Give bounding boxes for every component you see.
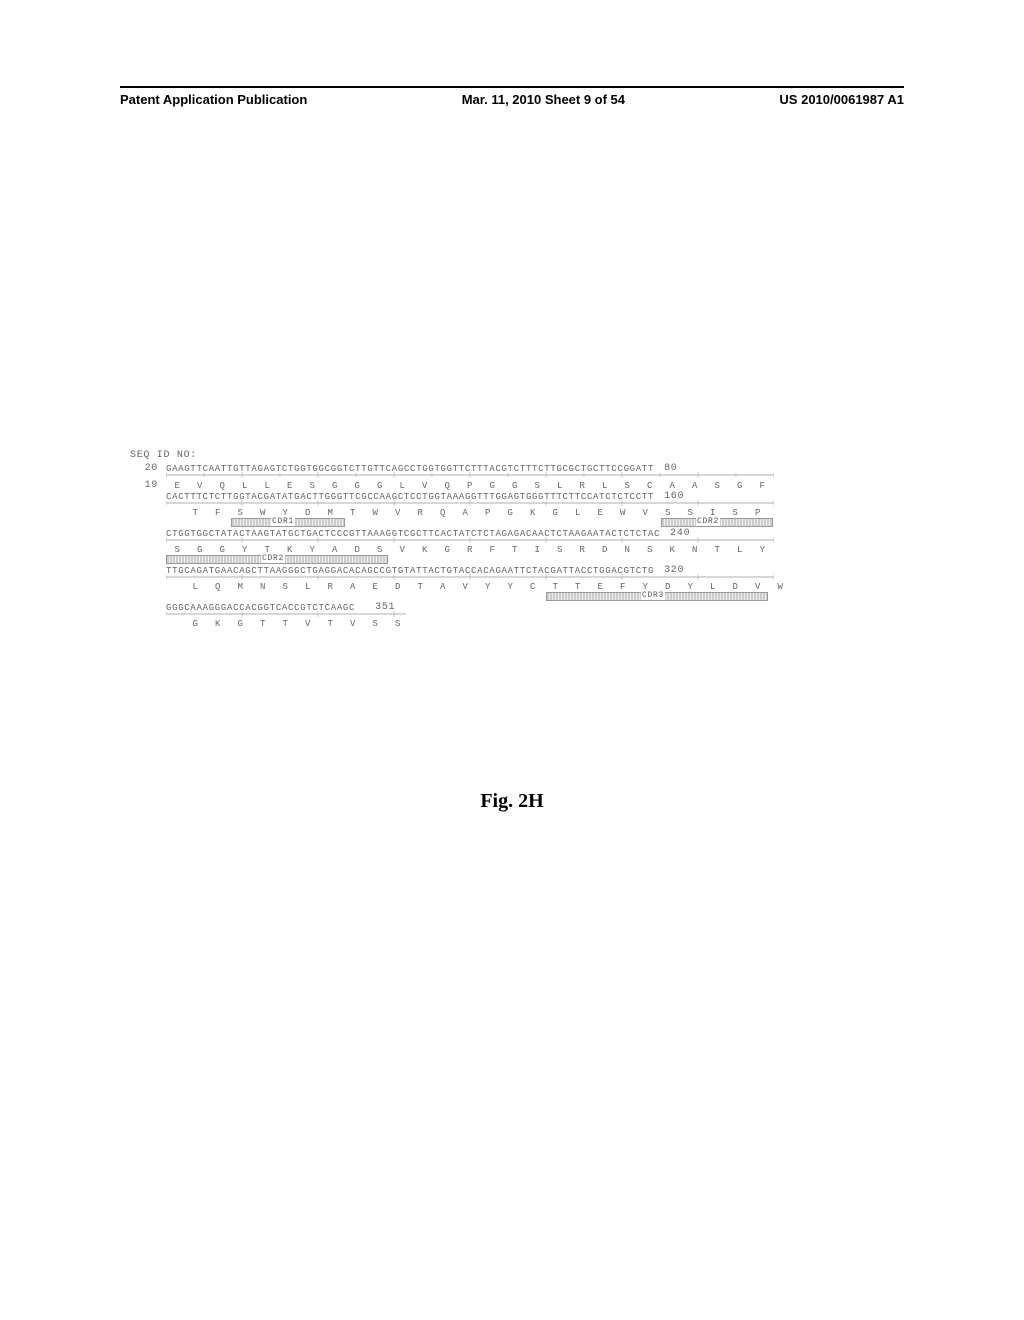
- sequence-figure: SEQ ID NO: 20 GAAGTTCAATTGTTAGAGTCTGGTGG…: [130, 450, 890, 629]
- aa-row: LQMNSLRAEDTAVYYCTTEFYDYLDVW: [130, 582, 890, 592]
- header-left: Patent Application Publication: [120, 92, 307, 107]
- ruler: [166, 472, 890, 478]
- ruler: [166, 537, 890, 543]
- aa-seq: SGGYTKYADSVKGRFTISRDNSKNTLY: [166, 545, 774, 555]
- cdr2-label-b: CDR2: [261, 554, 285, 563]
- header-center: Mar. 11, 2010 Sheet 9 of 54: [462, 92, 625, 107]
- cdr-annot: CDR3: [166, 592, 890, 602]
- seq-id-nuc: 20: [130, 463, 166, 474]
- header-right: US 2010/0061987 A1: [779, 92, 904, 107]
- ruler: [166, 574, 890, 580]
- aa-seq: GKGTTVTVSS: [166, 619, 409, 629]
- seq-id-header: SEQ ID NO:: [130, 450, 890, 461]
- aa-row: 19 EVQLLESGGGLVQPGGSLRLSCAASGF: [130, 480, 890, 491]
- cdr1-label: CDR1: [271, 517, 295, 526]
- aa-seq: LQMNSLRAEDTAVYYCTTEFYDYLDVW: [166, 582, 792, 592]
- aa-seq: TFSWYDMTWVRQAPGKGLEWVSSISP: [166, 508, 769, 518]
- cdr-annot: CDR2: [166, 555, 890, 565]
- page-header: Patent Application Publication Mar. 11, …: [120, 86, 904, 107]
- figure-caption: Fig. 2H: [0, 790, 1024, 813]
- seq-id-aa: 19: [130, 480, 166, 491]
- aa-row: TFSWYDMTWVRQAPGKGLEWVSSISP: [130, 508, 890, 518]
- aa-row: GKGTTVTVSS: [130, 619, 890, 629]
- cdr-annot: CDR1 CDR2: [166, 518, 890, 528]
- aa-row: SGGYTKYADSVKGRFTISRDNSKNTLY: [130, 545, 890, 555]
- ruler: [166, 500, 890, 506]
- ruler: [166, 611, 890, 617]
- aa-seq: EVQLLESGGGLVQPGGSLRLSCAASGF: [166, 481, 774, 491]
- cdr3-label: CDR3: [641, 591, 665, 600]
- cdr2-label-a: CDR2: [696, 517, 720, 526]
